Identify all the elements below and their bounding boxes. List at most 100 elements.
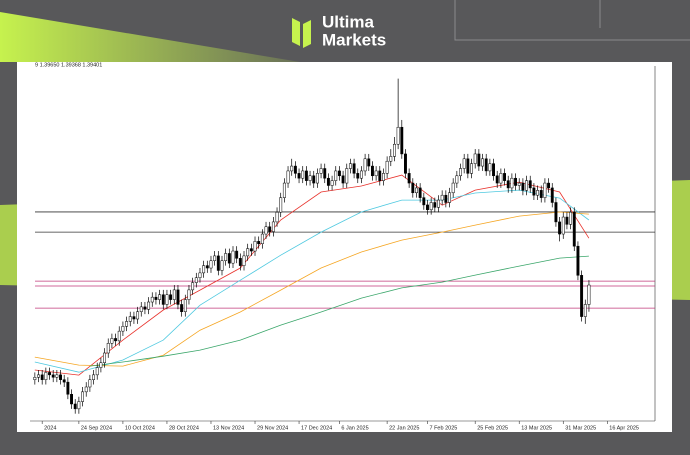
candle-body xyxy=(433,202,437,208)
candle-body xyxy=(492,163,495,177)
candle-body xyxy=(264,226,268,235)
candle-body xyxy=(378,170,382,181)
candle-body xyxy=(477,153,481,167)
candle-body xyxy=(213,255,217,262)
plot: 2024 24 Sep 2024 10 Oct 2024 28 Oct 2024 13 … xyxy=(33,78,655,431)
x-tick-label: 25 Feb 2025 xyxy=(477,425,508,431)
candle-body xyxy=(301,170,305,179)
x-tick-label: 17 Dec 2024 xyxy=(301,425,332,431)
candle-body xyxy=(543,182,547,198)
candle-body xyxy=(158,294,162,300)
candle-body xyxy=(319,168,323,174)
candle-body xyxy=(370,165,374,177)
candle-body xyxy=(220,260,224,271)
candle-body xyxy=(238,258,242,266)
candle-body xyxy=(106,343,110,354)
candle-body xyxy=(257,241,261,245)
moving-average xyxy=(89,255,589,367)
moving-average xyxy=(34,189,590,373)
candle-body xyxy=(363,158,367,172)
candle-body xyxy=(393,143,396,157)
candle-body xyxy=(499,173,503,184)
candle-body xyxy=(437,199,440,208)
candle-body xyxy=(253,241,257,252)
candle-body xyxy=(448,192,451,203)
candle-body xyxy=(249,248,253,252)
candle-body xyxy=(462,158,466,169)
candle-body xyxy=(194,277,198,283)
candle-body xyxy=(536,190,540,196)
candle-body xyxy=(143,306,147,310)
candle-body xyxy=(268,226,272,232)
candle-body xyxy=(382,173,385,181)
candle-body xyxy=(517,182,521,186)
candle-body xyxy=(51,374,55,378)
candle-body xyxy=(279,197,283,213)
candle-body xyxy=(172,289,176,300)
candle-body xyxy=(191,282,195,291)
candle-body xyxy=(103,352,107,363)
candle-body xyxy=(550,187,554,203)
candle-body xyxy=(293,165,297,174)
candle-body xyxy=(422,197,426,206)
candle-body xyxy=(484,158,488,172)
candle-body xyxy=(572,211,576,247)
candle-body xyxy=(341,175,345,184)
candle-body xyxy=(33,377,37,380)
candle-body xyxy=(440,194,444,201)
candle-body xyxy=(488,163,492,172)
candle-body xyxy=(110,338,114,344)
candle-body xyxy=(396,126,400,145)
candle-body xyxy=(547,182,551,189)
candle-body xyxy=(308,175,312,181)
candle-body xyxy=(352,163,356,174)
candle-body xyxy=(506,180,510,189)
candle-body xyxy=(92,374,96,380)
candle-body xyxy=(580,275,584,317)
candle-body xyxy=(125,321,129,327)
candle-body xyxy=(81,391,84,402)
candle-body xyxy=(224,253,228,262)
candle-body xyxy=(558,221,562,235)
candle-body xyxy=(246,248,250,257)
candle-body xyxy=(323,168,327,179)
candle-body xyxy=(359,170,363,179)
x-tick-label: 31 Mar 2025 xyxy=(565,425,596,431)
candle-body xyxy=(521,182,525,191)
candle-body xyxy=(139,306,143,312)
candle-body xyxy=(389,156,393,162)
x-tick-label: 13 Mar 2025 xyxy=(521,425,552,431)
candle-body xyxy=(304,170,308,181)
chart-panel xyxy=(17,62,672,432)
candle-body xyxy=(470,163,473,174)
candle-body xyxy=(37,374,40,378)
decor-line xyxy=(454,0,690,41)
x-tick-label: 2024 xyxy=(44,425,56,431)
candle-body xyxy=(407,173,411,184)
candle-body xyxy=(528,180,532,189)
brand-line: Ultima xyxy=(322,12,375,31)
logo: Ultima Markets xyxy=(292,12,386,49)
candle-body xyxy=(275,211,279,223)
candle-body xyxy=(451,182,455,194)
candle-body xyxy=(242,255,246,266)
candle-body xyxy=(286,170,290,184)
candle-body xyxy=(77,401,81,410)
candle-body xyxy=(227,253,231,264)
candle-body xyxy=(576,245,580,276)
candle-body xyxy=(444,194,448,203)
candle-body xyxy=(62,379,66,383)
candle-body xyxy=(315,173,319,184)
candle-body xyxy=(374,170,378,177)
candle-body xyxy=(282,182,286,198)
candle-body xyxy=(235,250,239,259)
candle-body xyxy=(165,294,169,305)
candle-body xyxy=(202,265,206,274)
candle-body xyxy=(583,304,587,317)
x-tick-label: 28 Oct 2024 xyxy=(169,425,199,431)
candle-body xyxy=(411,182,415,194)
candle-body xyxy=(426,204,429,211)
candle-body xyxy=(510,177,514,189)
candle-body xyxy=(88,379,92,388)
